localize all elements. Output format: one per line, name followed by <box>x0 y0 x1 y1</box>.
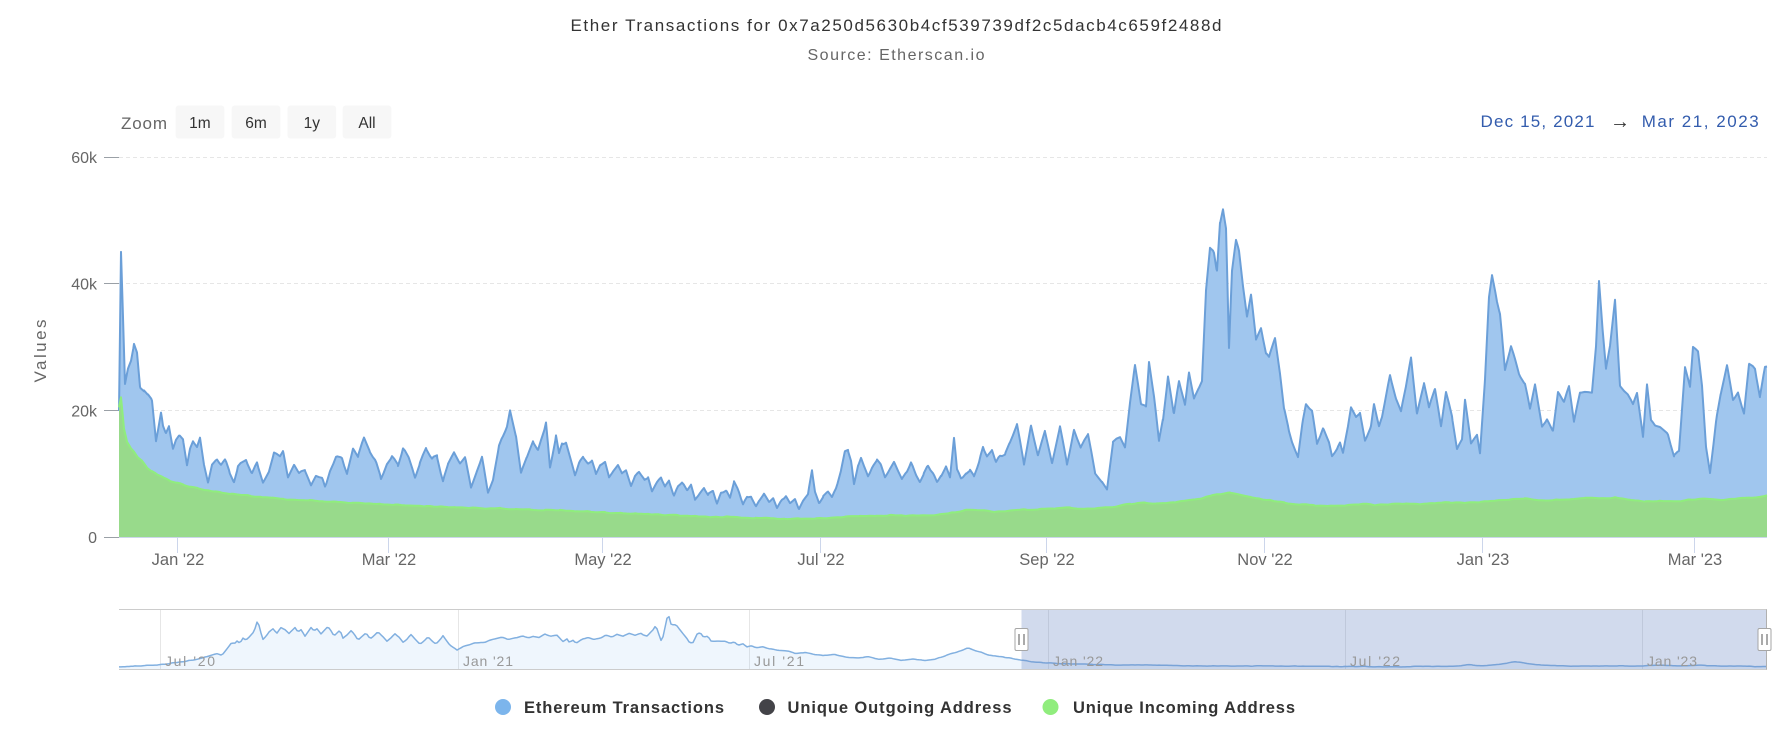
svg-text:Values: Values <box>31 320 50 383</box>
svg-text:Ether Transactions for 0x7a250: Ether Transactions for 0x7a250d5630b4cf5… <box>571 16 1222 35</box>
svg-text:Unique Incoming Address: Unique Incoming Address <box>1073 699 1295 717</box>
svg-text:Ethereum Transactions: Ethereum Transactions <box>524 699 724 717</box>
svg-text:Mar 21, 2023: Mar 21, 2023 <box>1642 112 1759 131</box>
svg-text:Jul '21: Jul '21 <box>754 653 804 669</box>
svg-text:Jul '22: Jul '22 <box>797 551 844 569</box>
svg-text:6m: 6m <box>245 115 267 132</box>
svg-text:40k: 40k <box>71 277 98 294</box>
svg-text:Unique Outgoing Address: Unique Outgoing Address <box>788 699 1012 717</box>
svg-text:Jan '23: Jan '23 <box>1457 551 1510 569</box>
svg-text:May '22: May '22 <box>574 551 631 569</box>
svg-text:Jan '23: Jan '23 <box>1647 653 1697 669</box>
svg-text:Mar '22: Mar '22 <box>362 551 417 569</box>
svg-text:Jan '21: Jan '21 <box>463 653 513 669</box>
svg-text:20k: 20k <box>71 404 98 421</box>
svg-text:Jan '22: Jan '22 <box>152 551 205 569</box>
svg-text:1m: 1m <box>189 115 211 132</box>
svg-text:Nov '22: Nov '22 <box>1237 551 1292 569</box>
svg-text:Mar '23: Mar '23 <box>1668 551 1723 569</box>
svg-text:Jan '22: Jan '22 <box>1053 653 1103 669</box>
svg-text:1y: 1y <box>304 115 321 132</box>
svg-text:Jul '20: Jul '20 <box>165 653 215 669</box>
svg-text:Dec 15, 2021: Dec 15, 2021 <box>1481 112 1595 131</box>
svg-text:Jul '22: Jul '22 <box>1350 653 1400 669</box>
svg-text:0: 0 <box>88 530 97 547</box>
svg-text:Zoom: Zoom <box>121 114 167 133</box>
svg-text:→: → <box>1610 111 1630 133</box>
svg-text:All: All <box>358 115 375 132</box>
svg-text:Sep '22: Sep '22 <box>1019 551 1074 569</box>
svg-text:60k: 60k <box>71 150 98 167</box>
